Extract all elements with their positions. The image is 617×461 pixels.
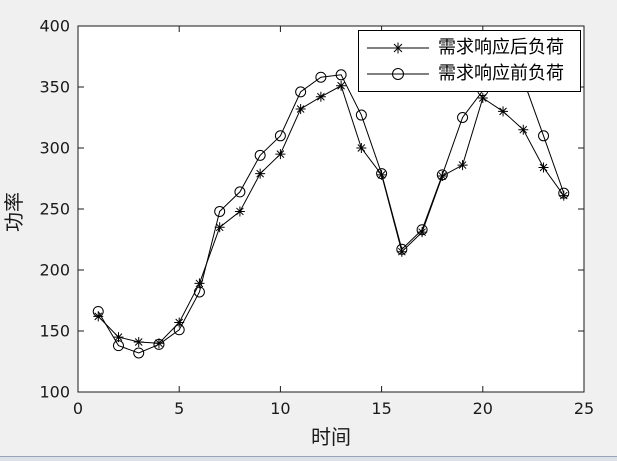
legend-item-after-dr[interactable]: 需求响应后负荷 xyxy=(366,36,580,60)
legend-label-after-dr: 需求响应后负荷 xyxy=(438,37,564,58)
x-tick-label: 20 xyxy=(473,399,493,418)
asterisk-marker xyxy=(498,106,509,117)
circle-marker xyxy=(214,205,226,217)
circle-marker xyxy=(355,109,367,121)
circle-marker xyxy=(376,168,388,180)
circle-marker xyxy=(153,338,165,350)
asterisk-marker xyxy=(538,162,549,173)
y-tick-label: 200 xyxy=(39,261,70,280)
asterisk-marker xyxy=(392,42,404,54)
circle-marker xyxy=(234,186,246,198)
x-tick-label: 5 xyxy=(174,399,184,418)
circle-marker xyxy=(436,169,448,181)
legend[interactable]: 需求响应后负荷 需求响应前负荷 xyxy=(358,30,581,92)
circle-marker xyxy=(335,69,347,81)
window-bottom-edge xyxy=(0,456,617,461)
asterisk-marker xyxy=(275,149,286,160)
asterisk-marker xyxy=(214,222,225,233)
circle-marker xyxy=(558,187,570,199)
asterisk-marker xyxy=(315,91,326,102)
plot-frame xyxy=(77,25,585,393)
circle-marker xyxy=(112,340,124,352)
circle-marker xyxy=(392,68,404,80)
x-tick-label: 25 xyxy=(574,399,594,418)
asterisk-marker xyxy=(234,206,245,217)
asterisk-marker xyxy=(113,332,124,343)
circle-marker xyxy=(457,112,469,123)
y-tick-label: 350 xyxy=(39,78,70,97)
y-tick-label: 300 xyxy=(39,139,70,158)
circle-marker xyxy=(396,243,408,255)
circle-marker xyxy=(193,286,205,298)
y-tick-label: 250 xyxy=(39,200,70,219)
asterisk-marker xyxy=(153,338,164,349)
asterisk-marker xyxy=(174,317,185,328)
y-tick-label: 400 xyxy=(39,17,70,36)
asterisk-marker-sample xyxy=(367,42,429,54)
asterisk-marker xyxy=(194,278,205,289)
asterisk-marker xyxy=(396,246,407,257)
circle-marker xyxy=(538,130,550,142)
asterisk-marker xyxy=(558,190,569,201)
asterisk-marker xyxy=(457,160,468,171)
x-tick-label: 15 xyxy=(371,399,391,418)
y-tick-label: 100 xyxy=(39,383,70,402)
circle-marker xyxy=(315,71,327,83)
legend-label-before-dr: 需求响应前负荷 xyxy=(438,63,564,84)
circle-marker xyxy=(274,130,286,142)
circle-marker xyxy=(92,305,104,317)
asterisk-marker xyxy=(356,143,367,153)
circle-marker xyxy=(133,347,145,359)
circle-marker xyxy=(173,324,185,336)
asterisk-marker xyxy=(417,227,428,238)
x-tick-label: 0 xyxy=(73,399,83,418)
y-tick-label: 150 xyxy=(39,322,70,341)
circle-marker xyxy=(416,224,428,236)
asterisk-marker xyxy=(336,80,347,91)
asterisk-marker xyxy=(518,124,529,135)
circle-marker-sample xyxy=(367,68,429,80)
asterisk-marker xyxy=(255,168,266,179)
legend-item-before-dr[interactable]: 需求响应前负荷 xyxy=(366,62,580,86)
circle-marker xyxy=(254,149,266,161)
circle-marker xyxy=(295,86,307,98)
x-tick-label: 10 xyxy=(270,399,290,418)
asterisk-marker xyxy=(295,103,306,114)
asterisk-marker xyxy=(133,336,144,347)
asterisk-marker xyxy=(477,92,488,103)
